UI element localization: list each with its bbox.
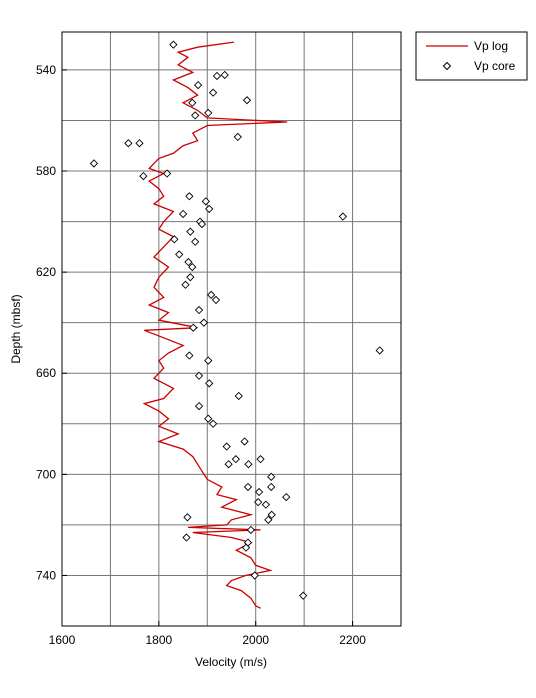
- y-tick-label: 740: [36, 568, 56, 582]
- y-tick-label: 620: [36, 265, 56, 279]
- core-point: [282, 492, 291, 502]
- x-tick-label: 1600: [49, 633, 76, 647]
- core-point: [299, 591, 308, 600]
- core-point: [261, 500, 271, 509]
- log-line: [142, 41, 288, 609]
- core-point: [231, 455, 240, 464]
- y-tick-label: 660: [36, 366, 56, 380]
- core-point: [197, 219, 207, 229]
- core-point: [204, 414, 213, 423]
- core-point: [194, 401, 204, 411]
- core-point: [211, 295, 221, 305]
- core-point: [186, 273, 195, 282]
- core-point: [241, 543, 251, 552]
- core-point: [207, 290, 216, 300]
- core-point: [169, 40, 178, 49]
- core-point: [124, 139, 133, 148]
- core-point: [250, 571, 259, 580]
- core-point: [191, 111, 200, 120]
- core-point: [264, 515, 273, 524]
- core-point: [189, 323, 198, 332]
- core-point: [185, 351, 194, 360]
- y-axis-label: Depth (mbsf): [9, 294, 23, 363]
- core-point: [185, 192, 194, 201]
- core-point: [208, 419, 218, 428]
- core-point: [194, 371, 204, 380]
- legend-label: Vp log: [474, 39, 508, 53]
- core-point: [224, 460, 233, 469]
- core-point: [205, 204, 214, 214]
- legend-marker: [442, 61, 452, 71]
- core-point: [244, 460, 253, 469]
- core-point: [205, 379, 214, 388]
- core-point: [175, 250, 184, 259]
- y-tick-label: 700: [36, 467, 56, 481]
- core-point: [194, 305, 204, 315]
- core-point: [243, 482, 253, 492]
- core-point: [193, 80, 203, 90]
- legend-label: Vp core: [474, 59, 516, 73]
- legend-box: [415, 31, 528, 81]
- core-point: [139, 171, 148, 181]
- core-point: [222, 442, 231, 451]
- core-point: [220, 70, 229, 80]
- core-point: [183, 513, 192, 522]
- core-point: [267, 472, 276, 482]
- core-point: [184, 257, 193, 267]
- core-point: [186, 227, 195, 236]
- core-point: [375, 346, 384, 355]
- y-tick-label: 540: [36, 63, 56, 77]
- core-point: [246, 525, 256, 535]
- core-point: [182, 533, 191, 542]
- core-point: [338, 212, 348, 221]
- x-tick-label: 1800: [146, 633, 173, 647]
- core-point: [267, 510, 276, 519]
- core-point: [267, 482, 276, 492]
- plot-frame: [61, 31, 402, 627]
- core-point: [242, 96, 252, 105]
- x-tick-label: 2200: [339, 633, 366, 647]
- core-point: [188, 98, 197, 107]
- core-point: [162, 169, 172, 178]
- y-tick-label: 580: [36, 164, 56, 178]
- core-point: [135, 139, 144, 148]
- core-point: [170, 235, 179, 244]
- x-axis-label: Velocity (m/s): [195, 655, 267, 669]
- core-point: [253, 498, 263, 507]
- core-point: [254, 487, 264, 497]
- core-point: [178, 209, 188, 219]
- core-point: [204, 356, 213, 365]
- core-point: [191, 237, 200, 246]
- core-point: [201, 197, 210, 206]
- core-point: [188, 262, 197, 272]
- core-point: [89, 159, 99, 168]
- core-point: [212, 71, 222, 81]
- core-point: [256, 455, 265, 464]
- core-point: [240, 437, 249, 446]
- core-point: [199, 318, 209, 327]
- core-point: [204, 108, 213, 118]
- core-point: [233, 132, 242, 142]
- core-point: [208, 88, 218, 97]
- core-point: [234, 391, 243, 401]
- x-tick-label: 2000: [242, 633, 269, 647]
- core-point: [181, 280, 190, 289]
